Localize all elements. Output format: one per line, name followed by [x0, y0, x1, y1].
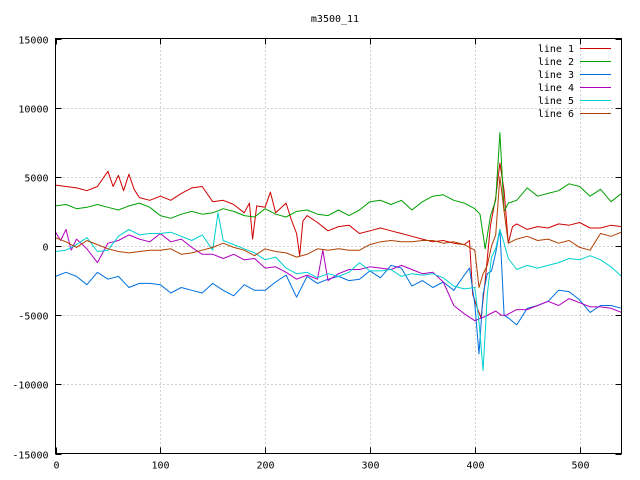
series-line-5 [55, 212, 622, 371]
series-line-6 [55, 176, 622, 288]
y-tick-label: -5000 [18, 312, 48, 323]
grid-lines [55, 38, 622, 454]
series-line-4 [55, 228, 622, 322]
y-tick-label: -15000 [12, 451, 48, 462]
axis-ticks: 0 100 200 300 400 500 -15000 -10000 -5000 0 5000 10… [12, 36, 622, 472]
legend-label-1: line 1 [538, 44, 574, 55]
series-line-2 [55, 132, 622, 250]
x-tick-label: 100 [151, 461, 169, 472]
series-line-1 [55, 162, 622, 319]
series-line-3 [55, 228, 622, 355]
x-tick-label: 400 [466, 461, 484, 472]
y-tick-label: 10000 [18, 105, 48, 116]
x-tick-label: 0 [53, 461, 59, 472]
y-tick-label: 15000 [18, 36, 48, 47]
legend-label-2: line 2 [538, 57, 574, 68]
y-tick-label: 0 [42, 243, 48, 254]
chart-title: m3500_11 [311, 14, 359, 25]
y-tick-label: -10000 [12, 381, 48, 392]
legend-label-6: line 6 [538, 109, 574, 120]
legend-label-4: line 4 [538, 83, 574, 94]
legend-label-5: line 5 [538, 96, 574, 107]
x-tick-label: 200 [256, 461, 274, 472]
x-tick-label: 500 [571, 461, 589, 472]
plot-frame [55, 38, 622, 454]
legend: line 1 line 2 line 3 line 4 line 5 line 6 [538, 44, 611, 120]
series-lines [55, 132, 622, 371]
x-tick-label: 300 [361, 461, 379, 472]
y-tick-label: 5000 [24, 174, 48, 185]
legend-label-3: line 3 [538, 70, 574, 81]
